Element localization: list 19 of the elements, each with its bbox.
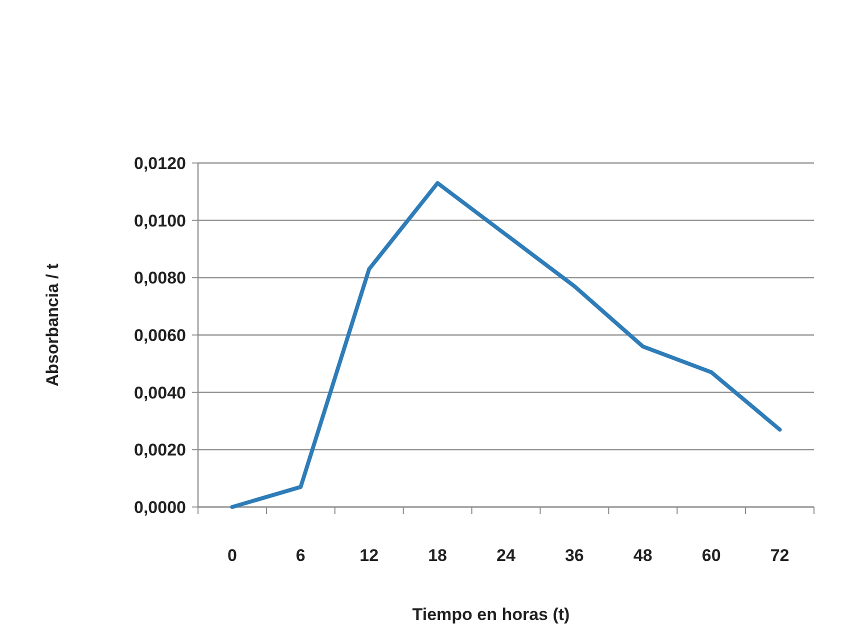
- y-tick-label: 0,0060: [134, 326, 186, 345]
- y-tick-label: 0,0040: [134, 383, 186, 402]
- x-tick-label: 60: [702, 546, 721, 565]
- y-axis-title: Absorbancia / t: [43, 263, 62, 386]
- x-tick-label: 18: [428, 546, 448, 565]
- x-axis-title: Tiempo en horas (t): [412, 605, 570, 624]
- x-tick-label: 72: [770, 546, 790, 565]
- x-tick-label: 36: [564, 546, 584, 565]
- x-tick-label: 6: [296, 546, 306, 565]
- y-tick-label: 0,0100: [134, 211, 186, 230]
- x-tick-label: 24: [496, 546, 516, 565]
- x-tick-label: 12: [360, 546, 379, 565]
- y-tick-label: 0,0120: [134, 154, 186, 173]
- line-series: [230, 181, 782, 509]
- x-tick-label: 48: [633, 546, 652, 565]
- y-tick-label: 0,0020: [134, 440, 186, 460]
- y-tick-label: 0,0080: [134, 268, 186, 288]
- y-tick-label: 0,0000: [134, 498, 186, 517]
- x-tick-label: 0: [227, 546, 237, 565]
